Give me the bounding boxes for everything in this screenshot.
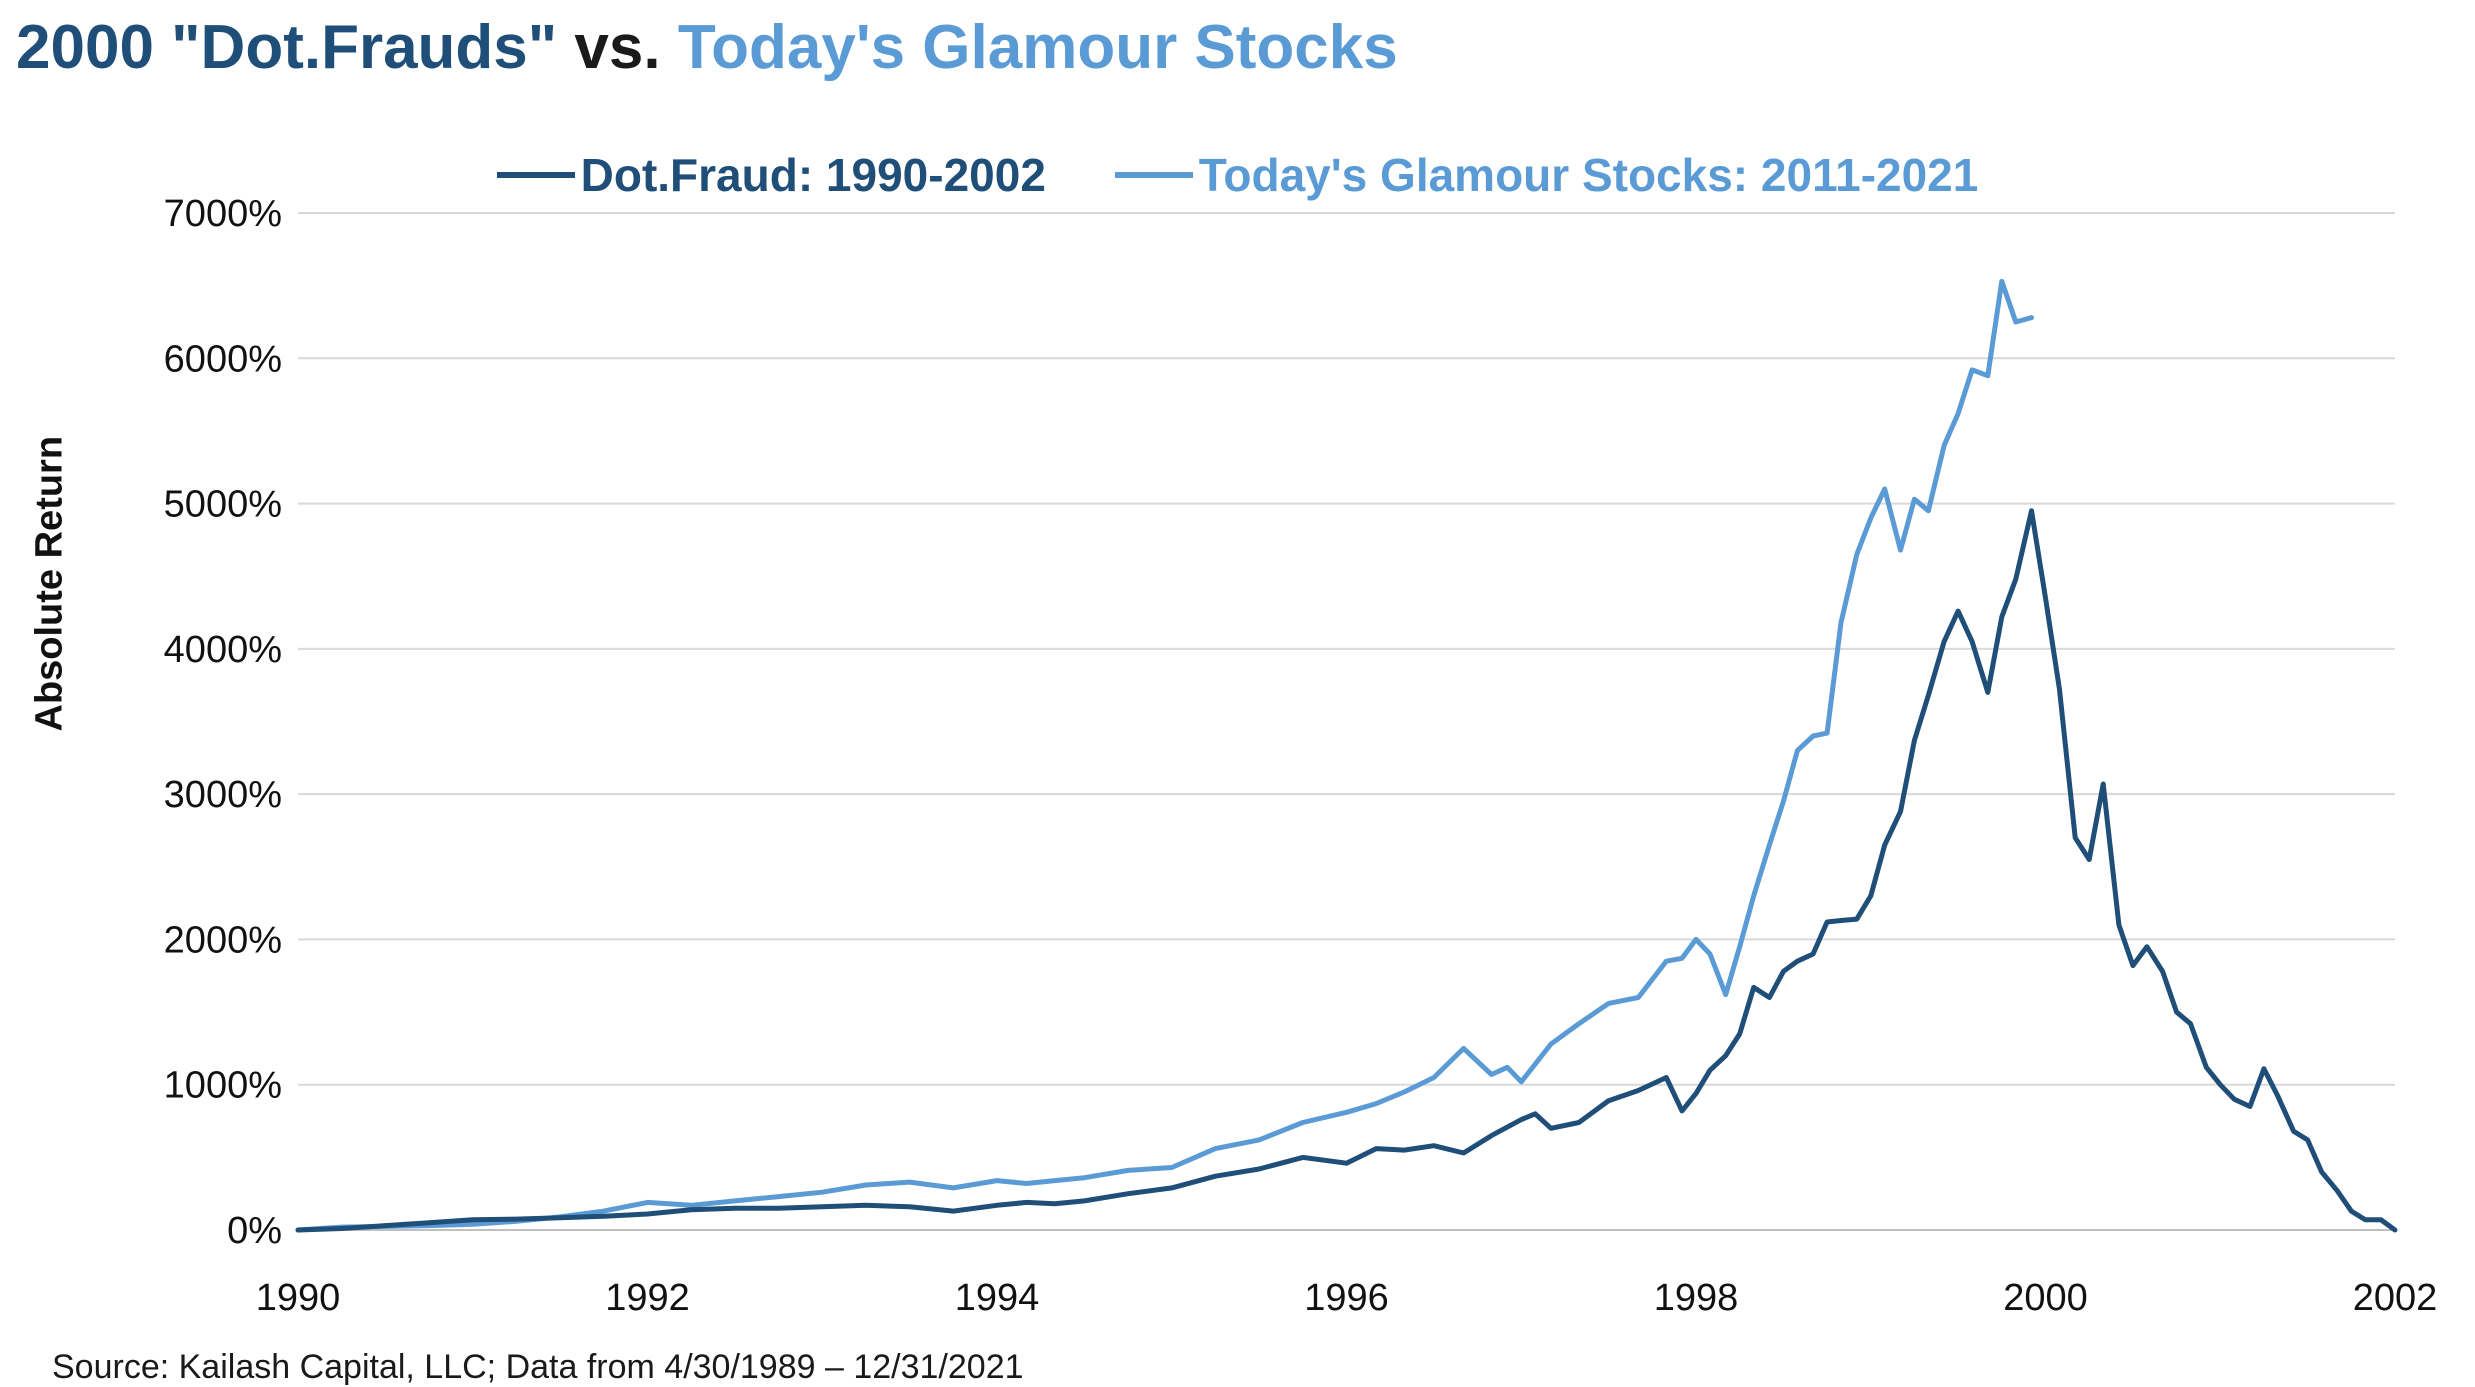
series-line-glamour-stocks xyxy=(295,278,2034,1233)
legend-item-glamour: Today's Glamour Stocks: 2011-2021 xyxy=(1114,148,1979,202)
y-tick-label: 6000% xyxy=(164,338,282,380)
chart-title: 2000 "Dot.Frauds" vs. Today's Glamour St… xyxy=(16,12,1398,83)
legend-label-dot-fraud: Dot.Fraud: 1990-2002 xyxy=(580,149,1046,201)
legend-label-glamour: Today's Glamour Stocks: 2011-2021 xyxy=(1198,149,1979,201)
x-tick-label: 1996 xyxy=(1304,1277,1389,1319)
title-part-glamour: Today's Glamour Stocks xyxy=(677,13,1398,82)
y-tick-label: 1000% xyxy=(164,1065,282,1107)
y-tick-label: 3000% xyxy=(164,774,282,816)
legend-swatch-glamour xyxy=(1114,172,1193,178)
legend-swatch-dot-fraud xyxy=(496,172,575,178)
title-part-vs: vs. xyxy=(574,13,661,82)
x-tick-label: 2002 xyxy=(2353,1277,2438,1319)
y-tick-label: 7000% xyxy=(164,193,282,235)
y-tick-label: 4000% xyxy=(164,629,282,671)
x-tick-label: 1998 xyxy=(1654,1277,1739,1319)
legend-item-dot-fraud: Dot.Fraud: 1990-2002 xyxy=(496,148,1046,202)
source-note: Source: Kailash Capital, LLC; Data from … xyxy=(52,1348,1024,1386)
series-line-dot-fraud xyxy=(295,508,2398,1233)
title-part-dot-frauds: 2000 "Dot.Frauds" xyxy=(16,13,558,82)
x-tick-label: 1992 xyxy=(605,1277,690,1319)
x-tick-label: 1990 xyxy=(256,1277,341,1319)
y-tick-label: 2000% xyxy=(164,919,282,961)
y-tick-label: 5000% xyxy=(164,484,282,526)
x-tick-label: 2000 xyxy=(2003,1277,2088,1319)
chart-legend: Dot.Fraud: 1990-2002 Today's Glamour Sto… xyxy=(0,135,2475,202)
y-tick-label: 0% xyxy=(227,1210,282,1252)
x-tick-label: 1994 xyxy=(955,1277,1040,1319)
